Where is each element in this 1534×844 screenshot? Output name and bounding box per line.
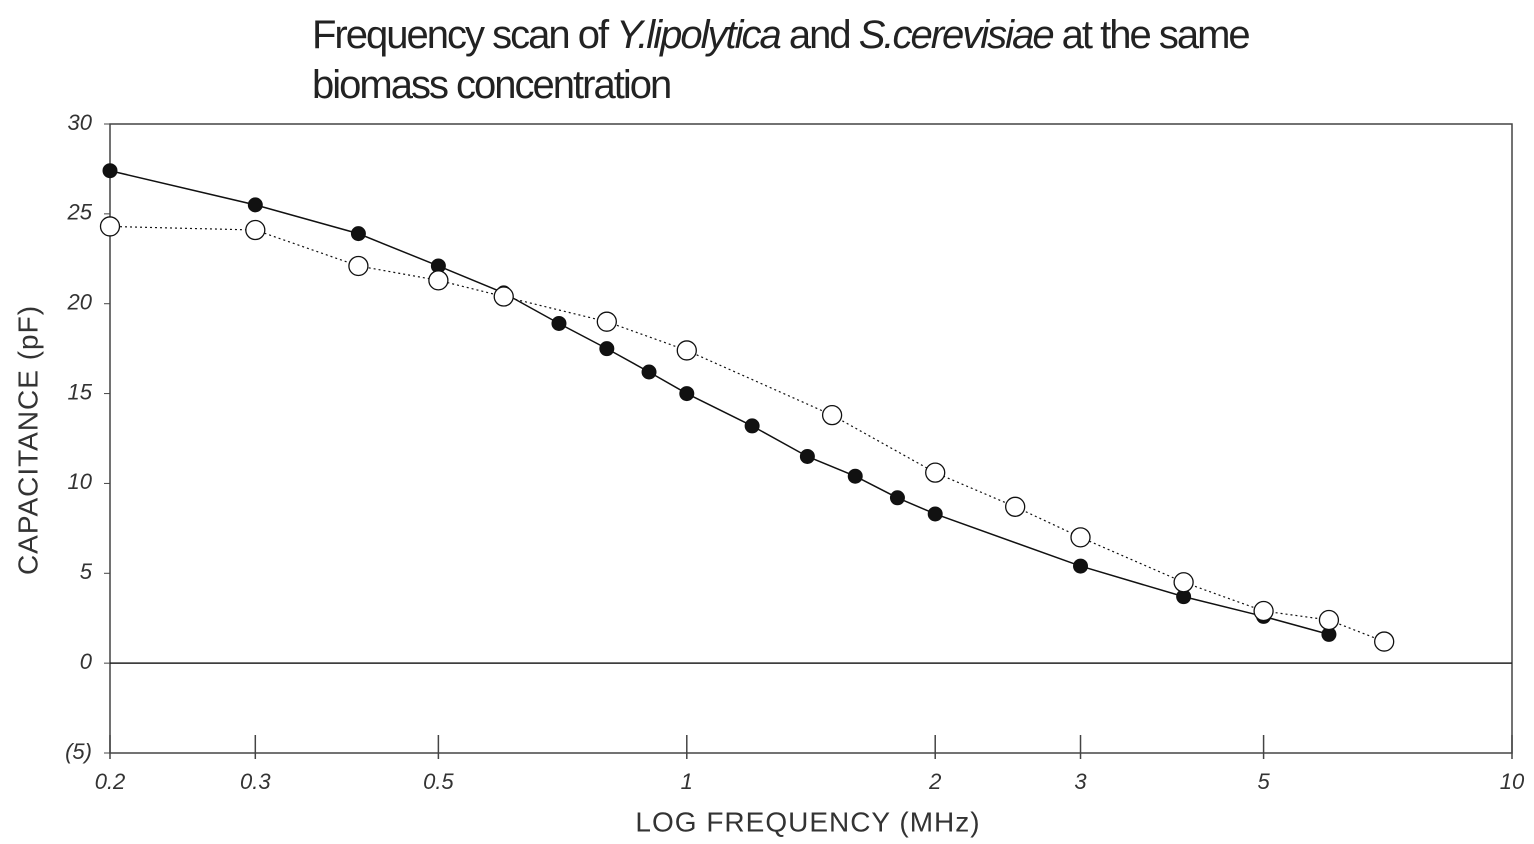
y-tick-label: (5) (65, 739, 92, 764)
plot-frame (109, 123, 1513, 754)
title-part: Frequency scan of (312, 13, 617, 57)
data-point (799, 448, 815, 464)
data-point (744, 418, 760, 434)
data-point (1318, 609, 1340, 631)
y-tick-label: 25 (67, 200, 93, 225)
data-point (1070, 527, 1091, 548)
data-point (1374, 631, 1395, 652)
title-part: S.cerevisiae (858, 13, 1055, 57)
title-part: and (779, 13, 859, 57)
data-point (925, 462, 946, 483)
data-point (927, 506, 943, 522)
data-point (245, 219, 266, 241)
data-point (428, 270, 449, 291)
data-point (348, 255, 369, 277)
title-part: Y.lipolytica (616, 13, 782, 57)
data-point (350, 226, 366, 242)
data-point (599, 341, 615, 357)
data-point (1073, 558, 1089, 574)
data-point (676, 340, 697, 361)
data-point (102, 163, 118, 179)
data-point (1253, 600, 1274, 622)
x-tick-label: 0.3 (240, 769, 271, 794)
series-line (109, 169, 1330, 636)
data-point (247, 197, 263, 213)
data-point (596, 311, 617, 332)
y-tick-label: 20 (67, 290, 93, 315)
x-tick-label: 10 (1500, 769, 1525, 794)
data-point (679, 386, 695, 402)
y-axis-label: CAPACITANCE (pF) (12, 305, 43, 575)
x-tick-label: 0.2 (95, 769, 126, 794)
x-tick-label: 0.5 (423, 769, 454, 794)
data-point (889, 490, 905, 506)
data-point (821, 404, 843, 426)
y-tick-label: 10 (68, 469, 93, 494)
y-tick-label: 15 (68, 379, 93, 404)
title-part: at the same biomass concentration (312, 13, 1251, 107)
data-point (641, 364, 657, 380)
x-tick-label: 1 (681, 769, 693, 794)
data-point (1005, 496, 1026, 517)
series-line (109, 225, 1385, 643)
x-tick-label: 5 (1257, 769, 1270, 794)
x-axis-label: LOG FREQUENCY (MHz) (635, 806, 980, 837)
data-point (99, 216, 121, 237)
y-tick-label: 30 (68, 110, 93, 135)
x-tick-label: 2 (928, 769, 941, 794)
chart-title: Frequency scan of Y.lipolytica and S.cer… (312, 10, 1372, 110)
data-point (493, 286, 514, 307)
data-point (847, 468, 863, 484)
y-tick-label: 5 (80, 559, 93, 584)
y-tick-label: 0 (80, 649, 93, 674)
x-tick-label: 3 (1074, 769, 1087, 794)
data-point (1173, 572, 1194, 593)
data-point (551, 315, 567, 331)
